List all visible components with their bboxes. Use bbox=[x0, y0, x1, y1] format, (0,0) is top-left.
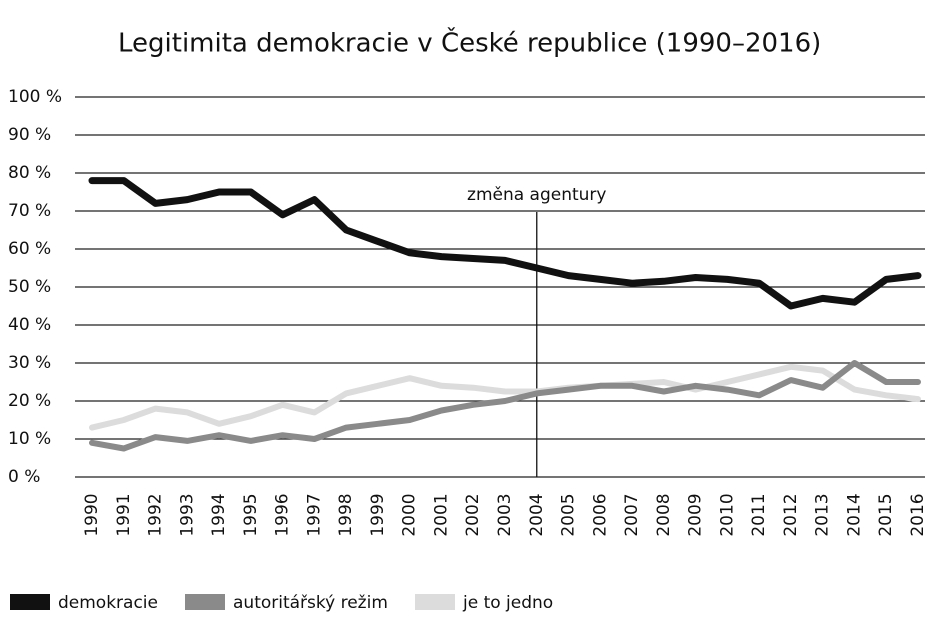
x-tick-label: 1993 bbox=[177, 493, 197, 536]
x-tick-label: 2012 bbox=[781, 493, 801, 536]
legend-label: autoritářský režim bbox=[233, 593, 388, 613]
x-tick-label: 2004 bbox=[527, 493, 547, 536]
x-tick-label: 1996 bbox=[273, 493, 293, 536]
x-tick-label: 2015 bbox=[876, 493, 896, 536]
x-tick-label: 2002 bbox=[463, 493, 483, 536]
x-tick-label: 2009 bbox=[686, 493, 706, 536]
y-tick-label: 0 % bbox=[8, 467, 40, 487]
x-tick-label: 2003 bbox=[495, 493, 515, 536]
x-tick-label: 1990 bbox=[82, 493, 102, 536]
x-tick-label: 2008 bbox=[654, 493, 674, 536]
x-tick-label: 1991 bbox=[114, 493, 134, 536]
y-tick-label: 60 % bbox=[8, 239, 51, 259]
legend-label: je to jedno bbox=[462, 593, 553, 613]
x-tick-label: 1995 bbox=[241, 493, 261, 536]
x-tick-label: 2005 bbox=[559, 493, 579, 536]
x-tick-label: 1998 bbox=[336, 493, 356, 536]
x-tick-label: 2014 bbox=[844, 493, 864, 536]
line-series bbox=[88, 177, 922, 310]
x-tick-label: 1997 bbox=[304, 493, 324, 536]
legend-swatch bbox=[10, 594, 50, 610]
legend-swatch bbox=[185, 594, 225, 610]
x-tick-label: 2011 bbox=[749, 493, 769, 536]
y-tick-label: 70 % bbox=[8, 201, 51, 221]
legend-swatch bbox=[415, 594, 455, 610]
line-series bbox=[89, 360, 921, 452]
y-tick-label: 30 % bbox=[8, 353, 51, 373]
x-tick-label: 2013 bbox=[813, 493, 833, 536]
y-tick-label: 50 % bbox=[8, 277, 51, 297]
annotation: změna agentury bbox=[467, 185, 606, 205]
y-tick-label: 80 % bbox=[8, 163, 51, 183]
x-tick-label: 1994 bbox=[209, 493, 229, 536]
y-tick-label: 40 % bbox=[8, 315, 51, 335]
x-tick-label: 2016 bbox=[908, 493, 928, 536]
x-tick-label: 2006 bbox=[590, 493, 610, 536]
y-tick-label: 100 % bbox=[8, 87, 62, 107]
x-tick-label: 1992 bbox=[146, 493, 166, 536]
y-tick-label: 90 % bbox=[8, 125, 51, 145]
y-tick-label: 20 % bbox=[8, 391, 51, 411]
line-series bbox=[89, 363, 921, 431]
x-tick-label: 2010 bbox=[717, 493, 737, 536]
x-tick-label: 2000 bbox=[400, 493, 420, 536]
x-tick-label: 2007 bbox=[622, 493, 642, 536]
legend-label: demokracie bbox=[58, 593, 158, 613]
x-tick-label: 1999 bbox=[368, 493, 388, 536]
y-tick-label: 10 % bbox=[8, 429, 51, 449]
chart-title: Legitimita demokracie v České republice … bbox=[118, 27, 821, 59]
x-tick-label: 2001 bbox=[431, 493, 451, 536]
